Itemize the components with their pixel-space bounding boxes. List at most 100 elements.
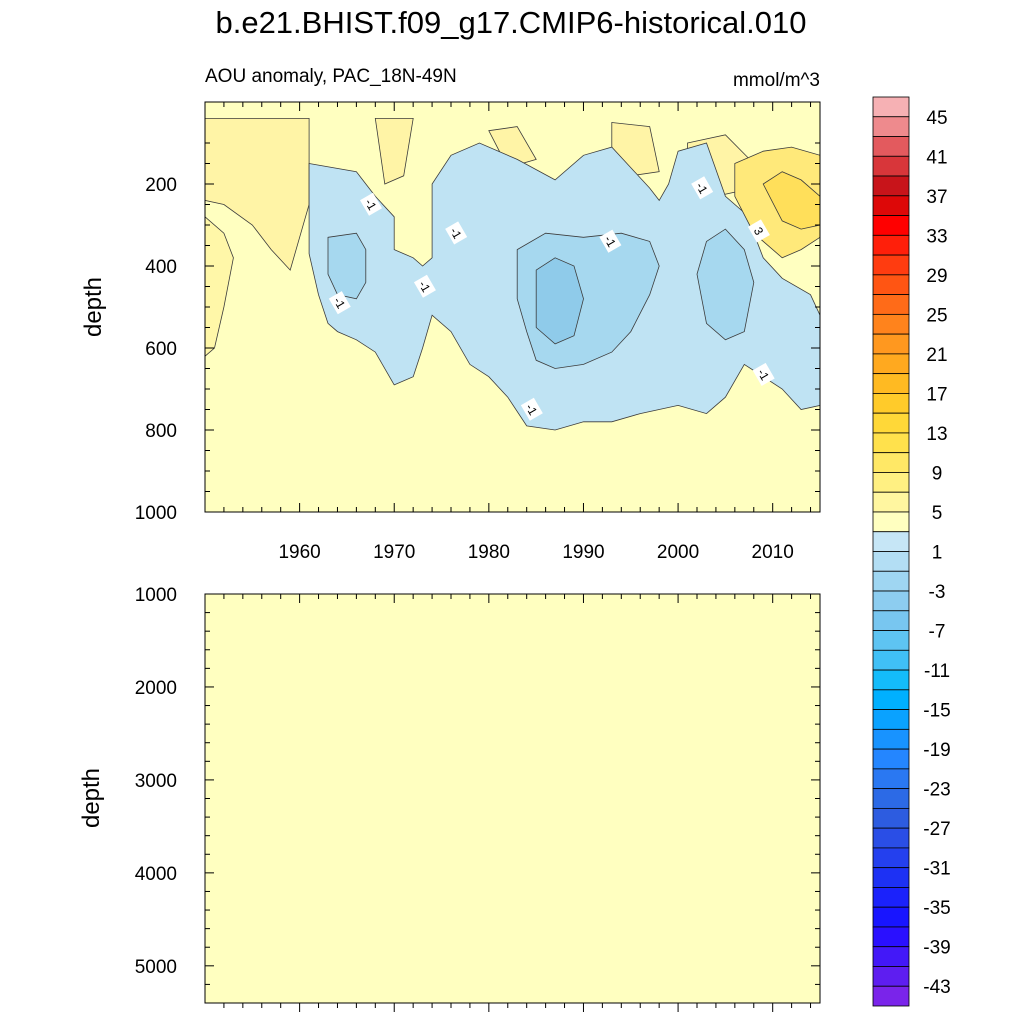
colorbar-label: 9 — [932, 463, 943, 484]
colorbar-label: 5 — [932, 503, 943, 524]
contour-label: -1 — [599, 229, 622, 253]
colorbar-swatch — [872, 373, 910, 394]
contour-label: 3 — [747, 219, 770, 243]
colorbar-swatch — [872, 649, 910, 671]
colorbar-label: 17 — [926, 384, 947, 405]
upper-x-tick-label: 2010 — [752, 542, 794, 563]
colorbar-swatch — [872, 254, 910, 276]
colorbar-label: 29 — [926, 266, 947, 287]
colorbar-label: -7 — [929, 622, 946, 643]
contour-label-bg — [691, 176, 714, 200]
upper-plot-frame — [204, 101, 821, 513]
contour-label: -1 — [752, 362, 775, 386]
colorbar-swatch — [872, 215, 910, 236]
colorbar-swatch — [872, 551, 910, 572]
colorbar-swatch — [872, 491, 910, 513]
colorbar-swatch — [872, 155, 910, 177]
contour-label-bg — [520, 397, 543, 421]
units-label: mmol/m^3 — [733, 70, 820, 91]
colorbar-swatch — [872, 393, 910, 414]
colorbar-label: -27 — [923, 819, 950, 840]
colorbar-swatch — [872, 472, 910, 493]
upper-y-axis-label: depth — [80, 277, 107, 337]
colorbar: 45 41 37 33 29 25 21 17 13 9 5 1 -3 -7 -11 -15 -19 -23 -27… — [872, 96, 951, 1007]
upper-heatmap-fill — [204, 102, 821, 512]
upper-x-tick-label: 1960 — [278, 542, 320, 563]
colorbar-swatch — [872, 827, 910, 849]
colorbar-swatch — [872, 531, 910, 552]
upper-x-tick-label: 1980 — [468, 542, 510, 563]
colorbar-label: -3 — [929, 582, 946, 603]
colorbar-swatch — [872, 709, 910, 730]
contour-label-bg — [747, 219, 770, 243]
colorbar-swatch — [872, 274, 910, 296]
contour-label: -1 — [413, 274, 436, 298]
contour-label: -1 — [328, 291, 351, 315]
colorbar-swatch — [872, 807, 910, 829]
colorbar-swatch — [872, 96, 910, 118]
colorbar-swatch — [872, 906, 910, 928]
colorbar-swatch — [872, 926, 910, 948]
upper-x-tick-label: 1990 — [562, 542, 604, 563]
colorbar-swatch — [872, 353, 910, 375]
lower-y-tick-label: 4000 — [135, 864, 177, 885]
colorbar-swatch — [872, 966, 910, 987]
colorbar-swatch — [872, 669, 910, 691]
upper-contour-labels: -1 -1 -1 -1 -1 -1 -1 -1 3 — [328, 176, 775, 421]
lower-y-tick-label: 1000 — [135, 585, 177, 606]
contour-label: -1 — [360, 192, 383, 216]
colorbar-label: -31 — [923, 859, 950, 880]
colorbar-label: -35 — [923, 898, 950, 919]
colorbar-label: -19 — [923, 740, 950, 761]
lower-heatmap-fill — [205, 594, 820, 1003]
negative-core-strongest — [535, 257, 584, 345]
colorbar-swatch — [872, 630, 910, 651]
lower-plot-frame — [204, 593, 821, 1004]
colorbar-label: 13 — [926, 424, 947, 445]
upper-axis-ticks: 200 400 600 800 1000 1960 1970 1980 1990 2000 2010 — [135, 102, 820, 563]
colorbar-label: -39 — [923, 938, 950, 959]
lower-axis-ticks: 1000 2000 3000 4000 5000 — [135, 585, 820, 1012]
colorbar-label: 33 — [926, 226, 947, 247]
lower-y-tick-label: 3000 — [135, 771, 177, 792]
colorbar-swatch — [872, 234, 910, 256]
lower-panel: 1000 2000 3000 4000 5000 depth — [78, 585, 821, 1012]
upper-panel-subtitle: AOU anomaly, PAC_18N-49N — [205, 66, 457, 87]
negative-core-left — [327, 232, 367, 300]
colorbar-label: 45 — [926, 108, 947, 129]
colorbar-swatch — [872, 452, 910, 473]
colorbar-label: 41 — [926, 147, 947, 168]
contour-label: -1 — [520, 397, 543, 421]
colorbar-swatch — [872, 748, 910, 770]
negative-core-right — [696, 228, 755, 341]
colorbar-label: 21 — [926, 345, 947, 366]
colorbar-swatch — [872, 590, 910, 612]
colorbar-swatch — [872, 136, 910, 157]
colorbar-swatch — [872, 333, 910, 355]
colorbar-label: 1 — [932, 543, 943, 564]
contour-label-bg — [752, 362, 775, 386]
contour-label: -1 — [445, 221, 468, 245]
colorbar-swatch — [872, 887, 910, 908]
colorbar-swatch — [872, 847, 910, 869]
lower-y-axis-label: depth — [78, 768, 105, 828]
contour-label: -1 — [691, 176, 714, 200]
upper-y-tick-label: 600 — [145, 339, 177, 360]
colorbar-swatch — [872, 610, 910, 631]
colorbar-label: 25 — [926, 305, 947, 326]
colorbar-swatch — [872, 195, 910, 216]
colorbar-swatch — [872, 294, 910, 315]
colorbar-swatch — [872, 788, 910, 809]
upper-x-tick-label: 2000 — [657, 542, 699, 563]
colorbar-label: -15 — [923, 701, 950, 722]
positive-region-3 — [374, 118, 414, 185]
colorbar-swatch — [872, 313, 910, 335]
colorbar-swatch — [872, 432, 910, 454]
colorbar-swatch — [872, 116, 910, 137]
upper-y-tick-label: 200 — [145, 175, 177, 196]
lower-y-tick-label: 5000 — [135, 957, 177, 978]
colorbar-swatch — [872, 946, 910, 967]
chart-title: b.e21.BHIST.f09_g17.CMIP6-historical.010 — [215, 5, 806, 40]
upper-panel: AOU anomaly, PAC_18N-49N mmol/m^3 200 400… — [80, 66, 821, 563]
